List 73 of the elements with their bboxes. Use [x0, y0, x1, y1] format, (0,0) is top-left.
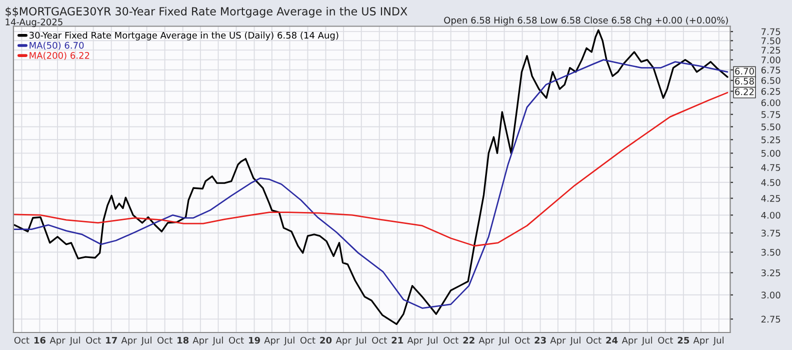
- x-tick-label: Oct: [86, 336, 101, 344]
- x-tick-label: Oct: [14, 336, 30, 344]
- x-tick-label: Oct: [372, 336, 387, 344]
- x-tick-label: 18: [178, 336, 189, 344]
- x-tick-label: 17: [106, 336, 117, 344]
- annotation: 6.70: [735, 68, 754, 75]
- line-series: [14, 92, 728, 247]
- y-tick-label: 3.50: [761, 248, 780, 256]
- x-tick-label: Jul: [140, 336, 152, 346]
- x-tick-label: 19: [249, 336, 260, 344]
- y-tick-label: 6.00: [761, 99, 780, 106]
- x-tick-label: Apr: [264, 336, 280, 346]
- x-tick-label: Oct: [444, 336, 458, 344]
- y-tick-label: 7.75: [762, 28, 780, 36]
- x-tick-label: Jul: [69, 336, 80, 346]
- x-tick-label: Apr: [336, 336, 352, 346]
- x-tick-label: 25: [678, 336, 690, 344]
- x-tick-label: Oct: [658, 336, 674, 344]
- x-tick-label: Jul: [426, 336, 438, 346]
- legend-label: 30-Year Fixed Rate Mortgage Average in the US (Daily) 6.58 (14 Aug): [30, 32, 338, 40]
- x-tick-label: Jul: [498, 336, 509, 346]
- x-tick-label: Apr: [192, 336, 208, 346]
- y-tick-label: 4.00: [761, 212, 780, 219]
- x-tick-label: 23: [534, 336, 546, 344]
- y-tick-label: 4.75: [761, 164, 780, 171]
- y-tick-label: 3.75: [761, 230, 780, 237]
- y-tick-label: 7.00: [762, 56, 780, 64]
- annotation: 6.58: [735, 78, 754, 85]
- y-tick-label: 4.50: [761, 179, 780, 186]
- legend-label: MA(200) 6.22: [30, 52, 90, 60]
- x-tick-label: Jul: [570, 336, 580, 346]
- text: Open 6.58 High 6.58 Low 6.58 Close 6.58 Chg +0.00 (+0.00%): [444, 16, 728, 26]
- x-tick-label: 21: [392, 336, 404, 344]
- x-tick-label: Jul: [641, 336, 652, 346]
- line-series: [14, 29, 728, 325]
- y-tick-label: 5.00: [761, 150, 780, 157]
- annotation: 6.22: [735, 88, 754, 96]
- x-tick-label: Jul: [712, 336, 724, 346]
- y-tick-label: 5.25: [761, 136, 780, 144]
- x-tick-label: Apr: [50, 336, 66, 346]
- x-tick-label: 20: [320, 336, 332, 344]
- x-tick-label: Apr: [550, 336, 566, 346]
- y-tick-label: 7.50: [762, 37, 780, 44]
- x-tick-label: 16: [34, 336, 46, 344]
- line-series: [14, 59, 728, 309]
- x-tick-label: Apr: [622, 336, 638, 346]
- y-tick-label: 5.50: [761, 123, 780, 130]
- x-tick-label: 22: [463, 336, 474, 344]
- x-tick-label: 24: [606, 336, 618, 344]
- y-tick-label: 6.25: [761, 88, 780, 95]
- x-tick-label: Apr: [478, 336, 494, 346]
- x-tick-label: Oct: [158, 336, 172, 344]
- chart-title: $$MORTGAGE30YR 30-Year Fixed Rate Mortgage Average in the US INDX: [6, 6, 408, 18]
- x-tick-label: Apr: [121, 336, 137, 346]
- x-tick-label: Apr: [693, 336, 709, 346]
- y-tick-label: 5.75: [761, 111, 780, 118]
- y-tick-label: 6.75: [761, 66, 780, 74]
- x-tick-label: Jul: [212, 336, 223, 346]
- legend-label: MA(50) 6.70: [30, 42, 84, 50]
- y-tick-label: 3.25: [761, 269, 780, 276]
- x-tick-label: Jul: [355, 336, 366, 346]
- y-tick-label: 2.75: [761, 316, 780, 323]
- x-tick-label: Oct: [586, 336, 602, 344]
- chart-subtitle: 14-Aug-2025: [6, 18, 62, 28]
- x-tick-label: Oct: [228, 336, 244, 344]
- x-tick-label: Oct: [515, 336, 530, 344]
- y-tick-label: 6.50: [761, 77, 780, 84]
- y-tick-label: 3.00: [761, 292, 780, 298]
- x-tick-label: Apr: [407, 336, 423, 346]
- x-tick-label: Oct: [300, 336, 316, 344]
- y-tick-label: 4.25: [761, 195, 780, 202]
- x-tick-label: Jul: [284, 336, 294, 346]
- y-tick-label: 7.25: [762, 46, 780, 54]
